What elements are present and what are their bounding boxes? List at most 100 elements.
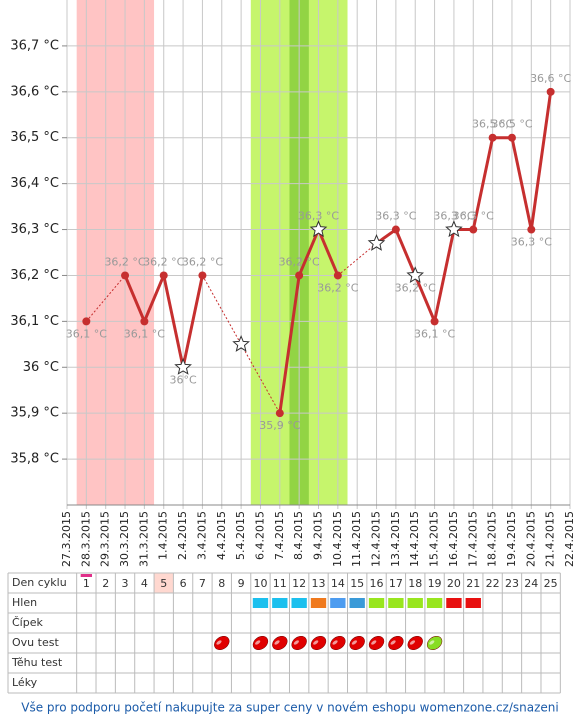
day-number: 12 <box>292 577 306 590</box>
point <box>275 409 284 418</box>
value-label: 36,1 °C <box>414 327 455 340</box>
ovu-test-mark <box>272 636 288 650</box>
line-segment <box>337 242 377 276</box>
value-label: 36,3 °C <box>375 210 416 223</box>
hlen-mark <box>272 598 288 608</box>
y-tick-label: 35,8 °C <box>10 452 59 467</box>
day-number: 18 <box>408 577 422 590</box>
x-tick-label: 14.4.2015 <box>408 511 421 567</box>
hlen-mark <box>330 598 346 608</box>
point <box>430 317 439 326</box>
line-segment <box>317 228 340 277</box>
line-segment <box>471 137 495 230</box>
day-number: 24 <box>524 577 538 590</box>
day-number: 2 <box>102 577 109 590</box>
x-tick-label: 21.4.2015 <box>544 511 557 567</box>
value-label: 36,2 °C <box>395 281 436 294</box>
ovu-test-shine <box>409 640 416 645</box>
line-segment <box>162 275 185 368</box>
line-segment <box>143 274 166 322</box>
ovu-test-mark <box>330 636 346 650</box>
star-marker <box>174 357 192 375</box>
x-tick-label: 13.4.2015 <box>389 511 402 567</box>
day-number: 16 <box>370 577 384 590</box>
row-label: Den cyklu <box>12 576 67 589</box>
footer-link[interactable]: Vše pro podporu početí nakupujte za supe… <box>21 701 558 715</box>
day-number: 25 <box>544 577 558 590</box>
y-tick-label: 36 °C <box>23 360 59 375</box>
point <box>140 317 149 326</box>
line-segment <box>278 275 301 414</box>
y-tick-label: 36,2 °C <box>10 268 59 283</box>
x-tick-label: 16.4.2015 <box>447 511 460 567</box>
row-label: Čípek <box>12 616 43 629</box>
point <box>546 87 555 96</box>
y-tick-label: 35,9 °C <box>10 406 59 421</box>
line-segment <box>394 228 417 277</box>
day-number: 11 <box>273 577 287 590</box>
ovu-test-shine <box>274 640 280 645</box>
x-tick-label: 15.4.2015 <box>428 511 441 567</box>
ovu-test-shine <box>216 640 222 645</box>
line-segment <box>201 275 242 345</box>
day-number: 13 <box>312 577 326 590</box>
value-label: 36,1 °C <box>124 327 165 340</box>
x-tick-label: 6.4.2015 <box>253 511 266 560</box>
x-tick-label: 17.4.2015 <box>466 511 479 567</box>
value-label: 36,2 °C <box>317 281 358 294</box>
x-tick-label: 1.4.2015 <box>157 511 170 560</box>
star-marker <box>406 266 425 283</box>
value-label: 36,2 °C <box>279 255 320 268</box>
point <box>159 271 168 280</box>
line-segment <box>433 229 456 322</box>
x-tick-label: 27.3.2015 <box>60 511 73 567</box>
ovu-test-mark <box>368 636 385 650</box>
today-cell <box>154 573 174 593</box>
value-label: 36,2 °C <box>104 255 145 268</box>
line-segment <box>510 137 533 230</box>
x-tick-label: 20.4.2015 <box>524 511 537 567</box>
day-number: 17 <box>389 577 403 590</box>
row-label: Těhu test <box>11 656 63 669</box>
x-tick-label: 29.3.2015 <box>99 511 112 567</box>
y-tick-label: 36,4 °C <box>10 176 59 191</box>
ovu-test-shine <box>390 640 396 645</box>
y-tick-label: 36,5 °C <box>10 130 59 145</box>
value-label: 36,5 °C <box>491 118 532 131</box>
x-tick-label: 11.4.2015 <box>350 511 363 567</box>
star-marker <box>232 334 250 352</box>
value-label: 36,1 °C <box>66 327 107 340</box>
day-number: 3 <box>122 577 129 590</box>
x-tick-label: 18.4.2015 <box>486 511 499 567</box>
x-tick-label: 7.4.2015 <box>273 511 286 560</box>
ovu-test-shine <box>351 640 358 645</box>
value-label: 36,5 °C <box>472 118 513 131</box>
ovu-test-mark <box>349 636 365 650</box>
line-segment <box>181 275 204 368</box>
day-number: 14 <box>331 577 345 590</box>
point <box>507 133 516 142</box>
line-segment <box>297 228 320 277</box>
ovu-test-mark <box>214 636 230 650</box>
point <box>469 225 478 234</box>
day-number: 21 <box>466 577 480 590</box>
x-tick-label: 3.4.2015 <box>195 511 208 560</box>
day-number: 5 <box>160 577 167 590</box>
day-number: 9 <box>238 577 245 590</box>
hlen-mark <box>446 598 462 608</box>
ovu-test-shine <box>429 640 435 645</box>
day-number: 4 <box>141 577 148 590</box>
row-label: Hlen <box>12 596 37 609</box>
ovu-test-shine <box>371 640 377 645</box>
line-segment <box>529 91 553 230</box>
point <box>391 225 400 234</box>
day-number: 8 <box>218 577 225 590</box>
ovu-test-shine <box>293 640 299 645</box>
hlen-mark <box>465 598 481 608</box>
x-tick-label: 9.4.2015 <box>312 511 325 560</box>
day-number: 7 <box>199 577 206 590</box>
today-marker <box>80 574 93 577</box>
point <box>121 271 130 280</box>
